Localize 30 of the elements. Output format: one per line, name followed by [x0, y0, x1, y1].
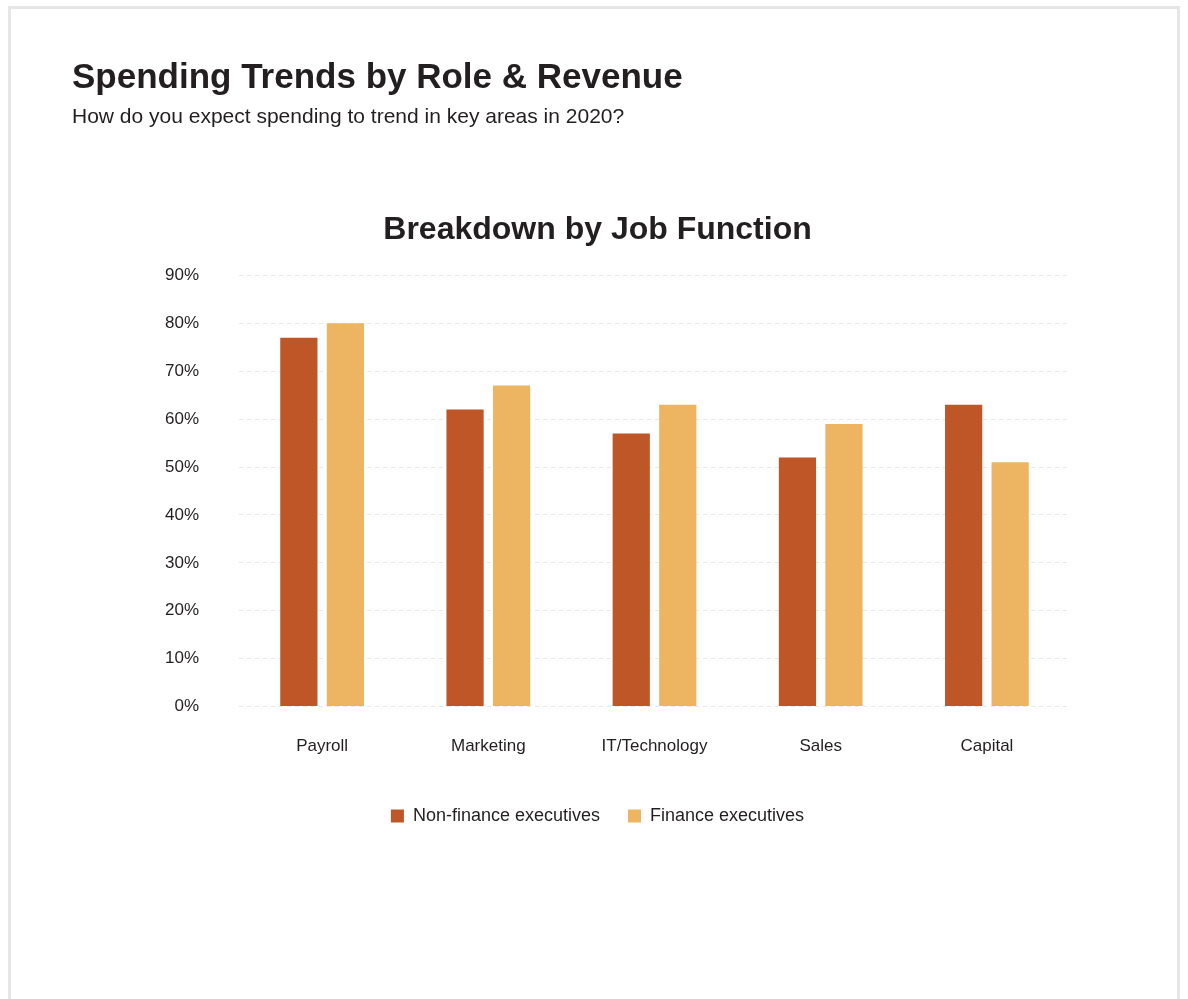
chart-subtitle: How do you expect spending to trend in key areas in 2020? [72, 104, 625, 128]
x-tick-label: Sales [799, 736, 842, 756]
bar [825, 423, 863, 707]
y-tick-label: 60% [164, 408, 200, 428]
bar [280, 337, 318, 707]
legend-label: Finance executives [650, 804, 805, 825]
x-tick-label: IT/Technology [601, 736, 708, 756]
y-tick-label: 90% [164, 265, 200, 285]
bar [492, 385, 531, 707]
y-tick-label: 70% [164, 360, 200, 380]
chart-title: Spending Trends by Role & Revenue [72, 56, 683, 96]
y-tick-label: 40% [164, 504, 200, 524]
bar [778, 457, 817, 707]
y-tick-label: 10% [164, 648, 200, 668]
y-tick-label: 20% [164, 600, 200, 620]
x-tick-label: Marketing [451, 736, 526, 756]
y-tick-label: 80% [164, 313, 200, 332]
bar [945, 404, 983, 707]
x-tick-label: Capital [960, 736, 1014, 756]
y-tick-label: 30% [164, 552, 200, 572]
text: Breakdown by Job Function [383, 210, 812, 247]
bar [446, 409, 484, 707]
bar [612, 433, 650, 707]
y-tick-label: 0% [174, 696, 200, 716]
legend-label: Non-finance executives [412, 804, 601, 825]
bar [659, 404, 697, 707]
bar [991, 462, 1029, 707]
y-tick-label: 50% [164, 456, 200, 476]
x-tick-label: Payroll [296, 736, 349, 756]
bar [326, 323, 364, 707]
